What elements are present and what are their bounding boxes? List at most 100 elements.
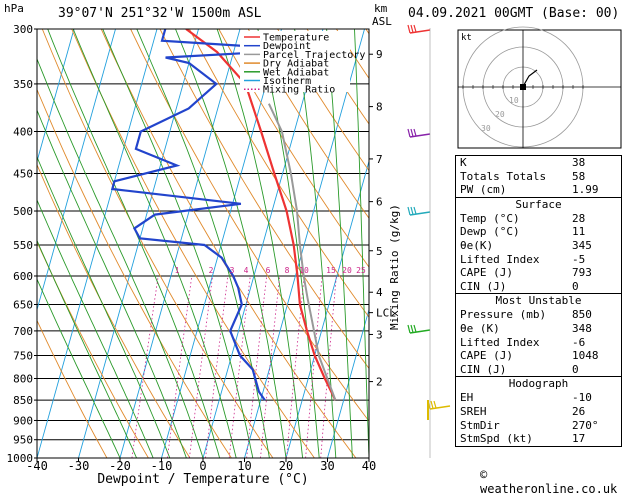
hodograph-ring-label: 30 [481, 124, 491, 133]
mixing-ratio-label: 6 [266, 266, 271, 275]
index-row: Temp (°C) 28 [456, 212, 621, 226]
mixing-ratio-label: 8 [285, 266, 290, 275]
index-value: 348 [572, 322, 618, 336]
pressure-tick-label: 800 [13, 372, 33, 385]
wind-barb [408, 129, 430, 137]
index-value: 11 [572, 225, 618, 239]
legend-entry: Mixing Ratio [263, 85, 335, 96]
unstable-title: Most Unstable [456, 294, 621, 308]
km-tick-label: 8 [376, 101, 383, 114]
index-label: CIN (J) [460, 280, 506, 294]
index-label: SREH [460, 405, 487, 419]
index-value: 1048 [572, 349, 618, 363]
index-row: Lifted Index -5 [456, 253, 621, 267]
index-label: Lifted Index [460, 253, 539, 267]
index-value: -6 [572, 336, 618, 350]
mixing-ratio-label: 15 [326, 266, 336, 275]
mixing-ratio-axis-title: Mixing Ratio (g/kg) [388, 204, 401, 330]
index-row: CIN (J) 0 [456, 363, 621, 377]
mixing-ratio-line [189, 276, 212, 458]
index-label: CAPE (J) [460, 349, 513, 363]
mixing-ratio-label: 4 [244, 266, 249, 275]
index-value: 270° [572, 419, 618, 433]
pressure-tick-label: 850 [13, 394, 33, 407]
index-row: CAPE (J) 1048 [456, 349, 621, 363]
index-row: Pressure (mb) 850 [456, 308, 621, 322]
index-value: 0 [572, 280, 618, 294]
copyright: © weatheronline.co.uk [480, 468, 629, 496]
index-label: Dewp (°C) [460, 225, 520, 239]
mixing-ratio-line [167, 276, 191, 458]
wind-barb [408, 25, 430, 33]
index-label: StmDir [460, 419, 500, 433]
pressure-tick-label: 650 [13, 299, 33, 312]
index-value: 0 [572, 363, 618, 377]
wet-adiabat-line [25, 29, 203, 458]
index-row: θe(K) 345 [456, 239, 621, 253]
pressure-tick-label: 950 [13, 434, 33, 447]
pressure-tick-label: 300 [13, 23, 33, 36]
hodograph-stats-title: Hodograph [456, 377, 621, 391]
hodograph-unit-label: kt [461, 33, 472, 43]
index-value: 28 [572, 212, 618, 226]
index-row: Dewp (°C) 11 [456, 225, 621, 239]
index-label: Pressure (mb) [460, 308, 546, 322]
mixing-ratio-label: 2 [209, 266, 214, 275]
pressure-tick-label: 700 [13, 325, 33, 338]
index-value: 850 [572, 308, 618, 322]
mixing-ratio-label: 3 [230, 266, 235, 275]
index-label: CAPE (J) [460, 266, 513, 280]
index-label: CIN (J) [460, 363, 506, 377]
pressure-tick-label: 450 [13, 167, 33, 180]
index-label: θe(K) [460, 239, 493, 253]
index-row: StmSpd (kt)17 [456, 432, 621, 446]
pressure-tick-label: 550 [13, 239, 33, 252]
asl-unit-label: ASL [372, 15, 392, 28]
pressure-tick-label: 500 [13, 205, 33, 218]
index-label: EH [460, 391, 473, 405]
hpa-unit-label: hPa [4, 2, 24, 15]
pressure-tick-label: 600 [13, 270, 33, 283]
pressure-tick-label: 750 [13, 349, 33, 362]
index-label: Lifted Index [460, 336, 539, 350]
km-tick-label: 6 [376, 196, 383, 209]
mixing-ratio-label: 20 [342, 266, 352, 275]
km-unit-label: km [374, 2, 388, 15]
km-tick-label: 5 [376, 245, 383, 258]
km-tick-label: 9 [376, 48, 383, 61]
hodograph-ring-label: 20 [495, 110, 505, 119]
index-value: 26 [572, 405, 618, 419]
wet-adiabat-line [355, 29, 370, 458]
index-value: 345 [572, 239, 618, 253]
km-tick-label: 7 [376, 153, 383, 166]
pressure-tick-label: 400 [13, 126, 33, 139]
wind-barb [408, 325, 430, 333]
km-tick-label: 3 [376, 328, 383, 341]
mixing-ratio-line [206, 276, 228, 458]
index-row: StmDir 270° [456, 419, 621, 433]
hodograph-storm-marker [520, 84, 526, 90]
index-label: θe (K) [460, 322, 500, 336]
index-value: 793 [572, 266, 618, 280]
km-tick-label: 2 [376, 376, 383, 389]
isotherm-line [37, 29, 157, 458]
mixing-ratio-label: 1 [175, 266, 180, 275]
index-value: 17 [572, 432, 618, 446]
index-row: θe (K) 348 [456, 322, 621, 336]
km-tick-label: 4 [376, 286, 383, 299]
index-row: PW (cm)1.99 [456, 183, 621, 197]
index-row: SREH 26 [456, 405, 621, 419]
hodograph-ring-label: 10 [509, 96, 519, 105]
wind-barb [408, 207, 430, 215]
x-axis-title: Dewpoint / Temperature (°C) [97, 472, 308, 486]
index-value: -5 [572, 253, 618, 267]
index-label: PW (cm) [460, 183, 506, 197]
index-row: EH-10 [456, 391, 621, 405]
index-row: CIN (J) 0 [456, 280, 621, 294]
index-value: 38 [572, 156, 618, 170]
index-label: Temp (°C) [460, 212, 520, 226]
pressure-tick-label: 350 [13, 78, 33, 91]
